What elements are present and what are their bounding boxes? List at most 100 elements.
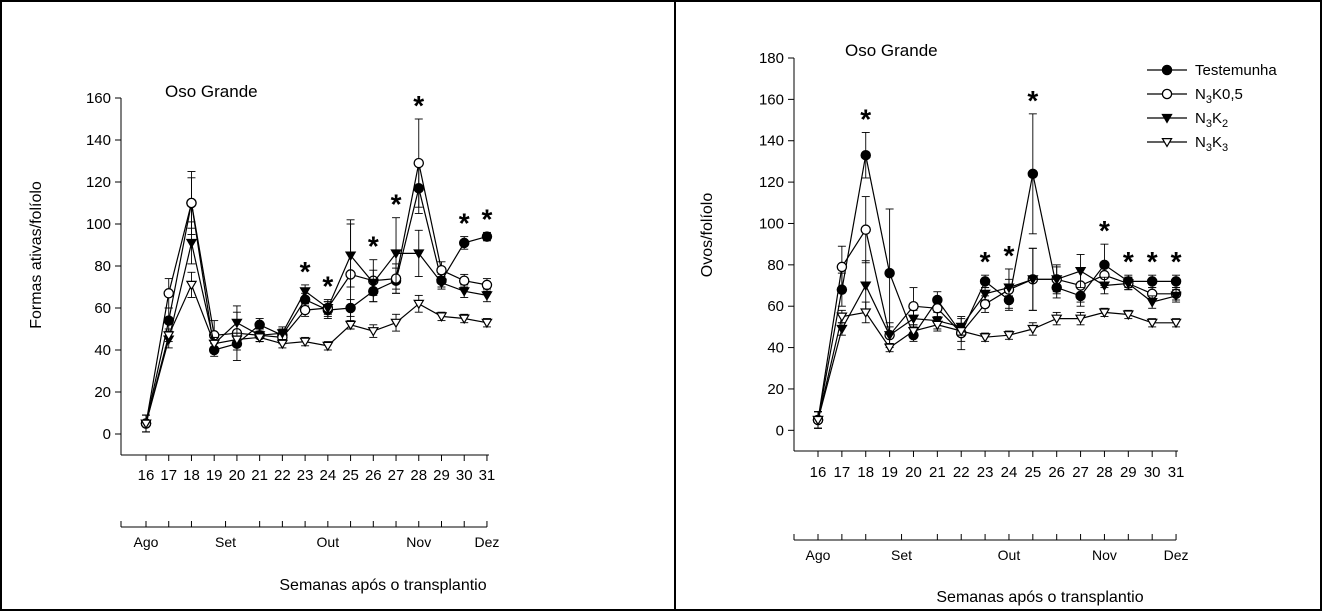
x-axis-label: Semanas após o transplantio [936, 589, 1143, 606]
data-point [322, 304, 334, 314]
x-tick-label: 31 [1168, 464, 1185, 481]
y-tick-label: 20 [767, 381, 784, 398]
y-tick-label: 160 [86, 90, 111, 107]
significance-star: * [1171, 246, 1182, 277]
data-point [299, 287, 311, 297]
data-point [299, 304, 311, 316]
data-point [1122, 310, 1134, 321]
x-tick-label: 26 [365, 467, 382, 484]
legend-text: K [1212, 110, 1222, 127]
y-tick-label: 40 [94, 342, 111, 359]
chart-title: Oso Grande [165, 82, 258, 101]
data-point [344, 251, 357, 262]
series-3 [140, 217, 493, 433]
data-point [185, 280, 198, 291]
significance-star: * [300, 256, 311, 287]
data-point [1146, 318, 1158, 329]
x-tick-label: 17 [834, 464, 851, 481]
significance-star: * [459, 208, 470, 239]
series-line [817, 311, 1176, 421]
data-point [836, 261, 848, 273]
y-tick-label: 0 [103, 426, 111, 443]
legend-item: N3K2 [1147, 110, 1228, 130]
month-label: Dez [474, 534, 499, 550]
x-tick-label: 20 [229, 467, 246, 484]
data-point [883, 331, 896, 341]
significance-star: * [391, 189, 402, 220]
data-point [185, 238, 198, 249]
data-point [458, 287, 470, 297]
data-point [979, 298, 991, 310]
data-point [390, 249, 402, 259]
data-point [435, 278, 448, 289]
significance-star: * [368, 231, 379, 262]
x-tick-label: 22 [953, 464, 970, 481]
data-point [481, 279, 493, 291]
month-label: Dez [1164, 547, 1189, 563]
y-tick-label: 60 [94, 300, 111, 317]
legend-label: N3K0,5 [1195, 86, 1243, 106]
data-point [1003, 283, 1015, 294]
month-label: Out [998, 547, 1021, 563]
data-point [299, 337, 311, 348]
series-line [145, 162, 488, 424]
legend-item: N3K0,5 [1147, 86, 1243, 106]
data-point [458, 275, 470, 286]
chart-panel-left: Oso Grande Semanas após o transplantio F… [28, 82, 499, 594]
x-tick-label: 16 [810, 464, 827, 481]
legend-text: K [1212, 134, 1222, 151]
x-tick-label: 20 [905, 464, 922, 481]
y-axis-label: Ovos/folíolo [699, 193, 716, 278]
y-tick-label: 140 [759, 133, 784, 150]
data-point [860, 149, 871, 161]
y-tick-label: 160 [759, 91, 784, 108]
data-point [322, 341, 334, 352]
x-tick-label: 30 [1144, 464, 1161, 481]
data-point [390, 318, 402, 329]
x-tick-label: 27 [1072, 464, 1089, 481]
data-point [367, 278, 379, 289]
series-4 [140, 271, 493, 433]
x-tick-label: 24 [319, 467, 336, 484]
legend-text: N [1195, 134, 1206, 151]
data-point [860, 224, 871, 235]
y-tick-label: 100 [759, 215, 784, 232]
data-point [979, 276, 991, 287]
significance-star: * [1123, 246, 1134, 277]
data-point [1003, 331, 1015, 341]
data-point [1027, 275, 1039, 285]
legend-text: N [1195, 110, 1206, 127]
data-point [860, 281, 872, 292]
data-point [907, 314, 920, 325]
data-point [253, 333, 266, 343]
legend-subscript: 2 [1222, 118, 1228, 130]
data-point [1146, 298, 1158, 308]
data-point [1027, 168, 1039, 180]
month-label: Ago [134, 534, 159, 550]
x-tick-label: 17 [160, 467, 177, 484]
data-point [231, 318, 243, 329]
data-point [1170, 318, 1182, 329]
legend-text: K0,5 [1212, 86, 1243, 103]
x-tick-label: 19 [206, 467, 223, 484]
data-point [231, 335, 243, 346]
data-point [979, 333, 991, 343]
data-point [955, 327, 967, 337]
data-point [481, 231, 493, 242]
legend-subscript: 3 [1222, 142, 1228, 154]
legend-subscript: 3 [1206, 118, 1212, 130]
data-point [931, 320, 944, 331]
data-point [979, 289, 991, 300]
data-point [1098, 308, 1111, 318]
data-point [860, 308, 872, 318]
data-point [163, 331, 175, 341]
significance-star: * [481, 203, 492, 234]
legend-label: N3K2 [1195, 110, 1228, 130]
x-tick-label: 18 [857, 464, 874, 481]
chart-title: Oso Grande [845, 41, 938, 60]
x-tick-label: 23 [977, 464, 994, 481]
data-point [436, 264, 447, 276]
x-tick-label: 21 [929, 464, 946, 481]
